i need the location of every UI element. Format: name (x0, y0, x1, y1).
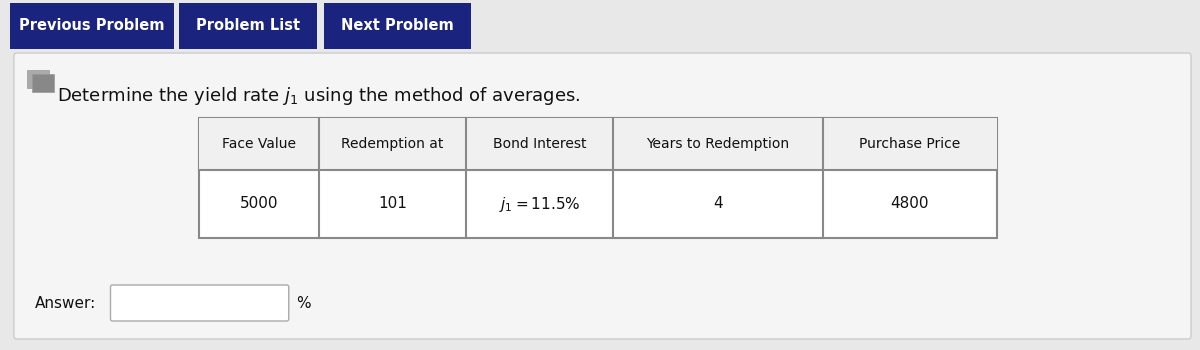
Text: 4800: 4800 (890, 196, 929, 211)
FancyBboxPatch shape (10, 3, 174, 49)
Text: Years to Redemption: Years to Redemption (647, 137, 790, 151)
Text: Determine the yield rate $j_1$ using the method of averages.: Determine the yield rate $j_1$ using the… (56, 85, 581, 107)
Text: Bond Interest: Bond Interest (493, 137, 587, 151)
Text: Redemption at: Redemption at (341, 137, 444, 151)
Text: $j_1 = 11.5\%$: $j_1 = 11.5\%$ (499, 195, 581, 214)
FancyBboxPatch shape (199, 118, 997, 238)
Text: Answer:: Answer: (35, 295, 96, 310)
FancyBboxPatch shape (26, 70, 49, 88)
FancyBboxPatch shape (199, 118, 997, 170)
Text: Next Problem: Next Problem (341, 19, 454, 34)
Text: 101: 101 (378, 196, 407, 211)
FancyBboxPatch shape (110, 285, 289, 321)
Text: 4: 4 (713, 196, 722, 211)
FancyBboxPatch shape (179, 3, 317, 49)
Text: Previous Problem: Previous Problem (19, 19, 164, 34)
FancyBboxPatch shape (324, 3, 472, 49)
FancyBboxPatch shape (32, 74, 54, 92)
Text: %: % (295, 295, 311, 310)
Text: Purchase Price: Purchase Price (859, 137, 960, 151)
Text: Face Value: Face Value (222, 137, 296, 151)
Text: 5000: 5000 (240, 196, 278, 211)
FancyBboxPatch shape (14, 53, 1192, 339)
Text: Problem List: Problem List (196, 19, 300, 34)
